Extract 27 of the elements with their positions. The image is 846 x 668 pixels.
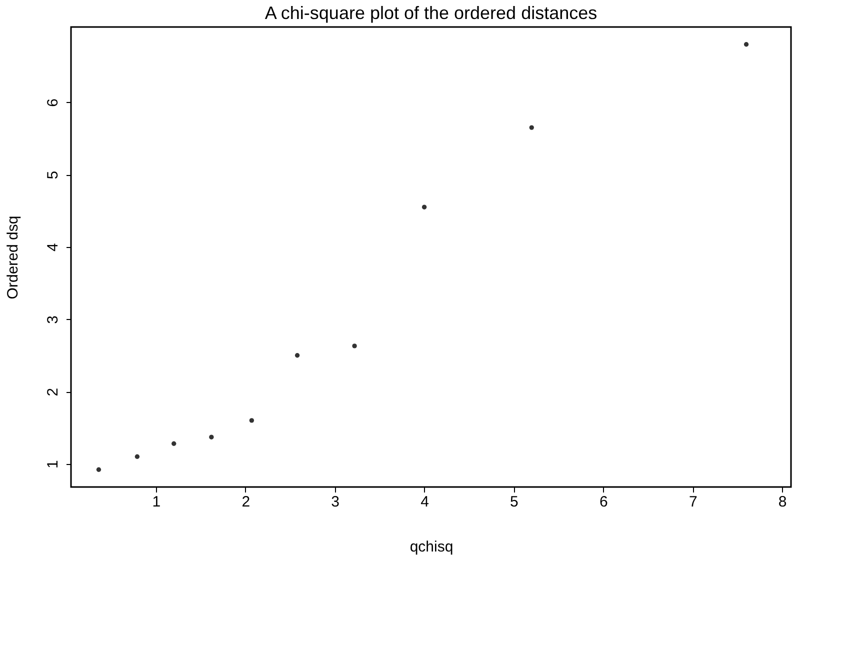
point	[96, 467, 102, 472]
x-tick-label: 7	[688, 494, 698, 510]
point	[352, 344, 357, 348]
x-tick-label: 4	[420, 494, 429, 510]
point	[134, 454, 140, 459]
y-tick-label: 6	[44, 98, 62, 107]
point	[294, 353, 300, 358]
x-tick-label: 1	[152, 494, 161, 510]
y-tick-label: 1	[44, 460, 62, 469]
y-tick-label: 2	[44, 388, 62, 396]
y-tick-label: 3	[44, 316, 62, 324]
point	[422, 204, 427, 210]
y-axis-title: Ordered dsq	[4, 216, 22, 300]
y-tick-label: 4	[44, 243, 62, 252]
point	[744, 42, 749, 47]
point	[249, 418, 254, 423]
point	[209, 434, 214, 440]
x-tick-label: 8	[778, 494, 787, 510]
x-tick-label: 5	[510, 494, 518, 510]
point	[529, 125, 534, 130]
x-axis-title: qchisq	[410, 538, 454, 556]
x-tick-label: 2	[242, 494, 250, 510]
x-tick-label: 6	[600, 494, 608, 510]
y-tick-label: 5	[44, 170, 62, 180]
x-tick-label: 3	[331, 494, 340, 510]
point	[172, 441, 176, 446]
chart-title: A chi-square plot of the ordered distances	[264, 3, 598, 23]
